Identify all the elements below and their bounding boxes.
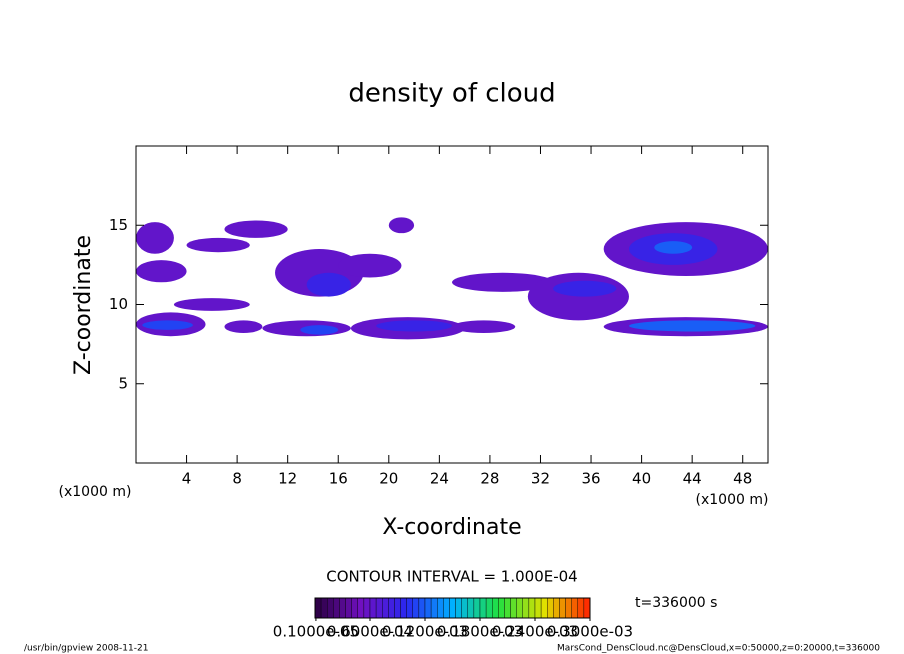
cloud-patch — [142, 320, 193, 330]
x-tick-label: 36 — [581, 470, 600, 488]
colorbar-tick-label: 0.1200e-03 — [382, 623, 468, 641]
x-tick-label: 48 — [733, 470, 752, 488]
colorbar-cell — [559, 597, 566, 619]
cloud-patch — [306, 272, 351, 297]
colorbar-cell — [553, 597, 560, 619]
colorbar-cell — [424, 597, 432, 619]
time-label: t=336000 s — [635, 595, 717, 611]
colorbar-cell — [406, 597, 413, 619]
colorbar-cell — [455, 597, 462, 619]
colorbar-cell — [522, 597, 530, 619]
y-axis-label: Z-coordinate — [71, 235, 96, 375]
colorbar-cell — [339, 597, 346, 619]
y-tick-label: 15 — [109, 216, 128, 234]
colorbar-tick-label: 0.3000e-03 — [547, 623, 633, 641]
colorbar-cell — [394, 597, 401, 619]
colorbar-cell — [351, 597, 358, 619]
colorbar-cell — [375, 597, 383, 619]
colorbar-cell — [498, 597, 505, 619]
cloud-patch — [338, 253, 402, 278]
colorbar-cell — [430, 597, 438, 619]
colorbar-tick-label: 0.2400e-03 — [492, 623, 578, 641]
colorbar-tick-label: 0.1800e-03 — [437, 623, 523, 641]
colorbar-cell — [504, 597, 511, 619]
colorbar-cell — [461, 597, 468, 619]
x-tick-label: 40 — [632, 470, 651, 488]
colorbar-cell — [583, 597, 591, 619]
colorbar-cell — [449, 597, 456, 619]
x-unit-label: (x1000 m) — [59, 484, 132, 500]
colorbar-tick-label: 0.1000e-05 — [273, 623, 359, 641]
x-tick-label: 16 — [329, 470, 348, 488]
chart-title: density of cloud — [348, 79, 555, 109]
cloud-patch — [186, 237, 250, 253]
cloud-patch — [136, 260, 187, 283]
colorbar-cell — [577, 597, 585, 619]
colorbar-cell — [369, 597, 377, 619]
colorbar-cell — [382, 597, 389, 619]
x-axis-label: X-coordinate — [382, 515, 521, 540]
x-unit-label: (x1000 m) — [696, 492, 769, 508]
cloud-patch — [300, 325, 339, 335]
colorbar-cell — [320, 597, 328, 619]
colorbar-cell — [314, 597, 322, 619]
colorbar-frame — [314, 597, 591, 619]
colorbar-cell — [540, 597, 548, 619]
cloud-patch — [388, 217, 415, 234]
contour-interval: CONTOUR INTERVAL = 1.000E-04 — [326, 568, 577, 586]
y-tick-label: 5 — [118, 374, 128, 392]
x-tick-label: 32 — [531, 470, 550, 488]
x-tick-label: 12 — [278, 470, 297, 488]
colorbar-cell — [400, 597, 407, 619]
cloud-patch — [628, 320, 756, 332]
colorbar-cell — [510, 597, 517, 619]
colorbar-tick-label: 0.6000e-04 — [327, 623, 413, 641]
colorbar-cell — [565, 597, 572, 619]
colorbar-cell — [547, 597, 554, 619]
x-tick-label: 8 — [232, 470, 242, 488]
colorbar-cell — [363, 597, 371, 619]
cloud-patch — [452, 272, 554, 292]
cloud-patch — [376, 320, 452, 332]
colorbar-cell — [492, 597, 499, 619]
colorbar-cell — [528, 597, 536, 619]
footer-left: /usr/bin/gpview 2008-11-21 — [24, 644, 148, 654]
cloud-patch — [553, 280, 617, 297]
x-tick-label: 4 — [182, 470, 192, 488]
colorbar-cell — [443, 597, 450, 619]
cloud-patch — [654, 241, 693, 254]
colorbar-cell — [485, 597, 493, 619]
x-tick-label: 24 — [430, 470, 449, 488]
colorbar-cell — [412, 597, 420, 619]
cloud-patch — [527, 272, 629, 321]
x-tick-label: 44 — [683, 470, 702, 488]
colorbar-cell — [534, 597, 542, 619]
cloud-patch — [136, 222, 174, 254]
colorbar-cell — [345, 597, 352, 619]
colorbar-cell — [473, 597, 481, 619]
cloud-patch — [173, 298, 250, 311]
colorbar-cell — [327, 597, 334, 619]
footer-right: MarsCond_DensCloud.nc@DensCloud,x=0:5000… — [557, 644, 880, 654]
colorbar-cell — [437, 597, 444, 619]
colorbar-cell — [418, 597, 426, 619]
colorbar-cell — [516, 597, 523, 619]
cloud-patch — [224, 320, 263, 334]
y-tick-label: 10 — [109, 295, 128, 313]
colorbar-cell — [333, 597, 340, 619]
colorbar-cell — [388, 597, 395, 619]
x-tick-label: 20 — [379, 470, 398, 488]
colorbar-cell — [571, 597, 578, 619]
colorbar-cell — [467, 597, 475, 619]
colorbar-cell — [357, 597, 365, 619]
cloud-patch — [452, 320, 516, 334]
cloud-patch — [224, 220, 288, 238]
colorbar-cell — [479, 597, 487, 619]
x-tick-label: 28 — [480, 470, 499, 488]
